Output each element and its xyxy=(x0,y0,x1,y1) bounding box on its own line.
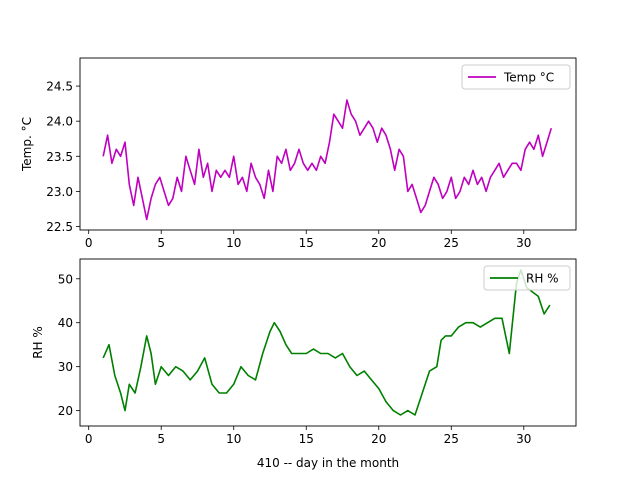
x-tick-label: 0 xyxy=(85,236,93,250)
y-tick-label: 30 xyxy=(58,360,73,374)
y-tick-label: 40 xyxy=(58,316,73,330)
y-tick-label: 22.5 xyxy=(46,220,73,234)
subplot-1: 0 5 10 15 20 25 30 22.5 23.0 23.5 24.0 24.5 Temp. °C… xyxy=(20,57,577,250)
x-tick-label: 25 xyxy=(444,236,459,250)
series-line-2-1 xyxy=(102,269,551,416)
x-tick-label: 5 xyxy=(157,236,165,250)
y-tick-label: 23.0 xyxy=(46,185,73,199)
y-tick-label: 24.5 xyxy=(46,80,73,94)
y-tick-label: 23.5 xyxy=(46,150,73,164)
x-tick-label: 25 xyxy=(444,432,459,446)
x-tick-label: 15 xyxy=(299,432,314,446)
y-axis-label: RH % xyxy=(31,326,45,359)
axes-frame xyxy=(79,258,577,427)
series-line-1-1 xyxy=(102,99,553,221)
x-tick-label: 10 xyxy=(226,236,241,250)
x-axis-label: 410 -- day in the month xyxy=(257,456,399,470)
subplot-2: 0 5 10 15 20 25 30 20 30 40 50 RH % 410 -- day in th… xyxy=(31,258,577,470)
axes-frame xyxy=(79,57,577,231)
legend-box xyxy=(461,64,571,90)
y-tick-label: 20 xyxy=(58,404,73,418)
x-tick-label: 20 xyxy=(371,432,386,446)
x-tick-label: 30 xyxy=(516,432,531,446)
legend-label: RH % xyxy=(526,272,559,286)
legend-box xyxy=(483,265,571,291)
x-tick-label: 15 xyxy=(299,236,314,250)
legend: RH % xyxy=(483,265,571,291)
y-axis-label: Temp. °C xyxy=(20,117,34,172)
y-tick-label: 24.0 xyxy=(46,115,73,129)
legend-label: Temp °C xyxy=(503,71,554,85)
x-tick-label: 0 xyxy=(85,432,93,446)
y-tick-label: 50 xyxy=(58,272,73,286)
legend: Temp °C xyxy=(461,64,571,90)
x-tick-label: 20 xyxy=(371,236,386,250)
x-tick-label: 5 xyxy=(157,432,165,446)
x-tick-label: 30 xyxy=(516,236,531,250)
x-tick-label: 10 xyxy=(226,432,241,446)
